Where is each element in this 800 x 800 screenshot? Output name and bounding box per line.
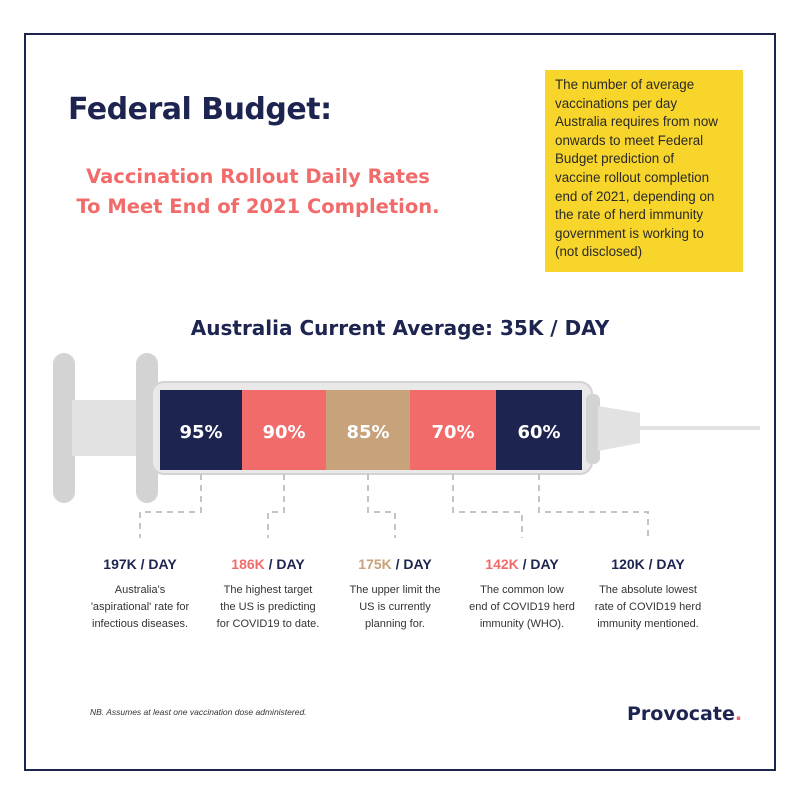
desc-line: The highest target <box>223 584 313 596</box>
subtitle-line-1: Vaccination Rollout Daily Rates <box>86 165 430 188</box>
rate-value: 175K / DAY <box>327 556 463 572</box>
rate-description: Australia's 'aspirational' rate for infe… <box>72 582 208 633</box>
desc-line: rate of COVID19 herd <box>594 601 702 613</box>
desc-line: US is currently <box>359 601 431 613</box>
plunger-rod <box>72 400 142 456</box>
desc-line: infectious diseases. <box>92 618 188 630</box>
rate-column-197k: 197K / DAY Australia's 'aspirational' ra… <box>72 556 208 633</box>
subtitle-line-2: To Meet End of 2021 Completion. <box>76 195 440 218</box>
connector-197k <box>139 474 202 538</box>
syringe-needle <box>640 426 760 430</box>
explanation-note: The number of average vaccinations per d… <box>545 70 743 272</box>
rate-unit: / DAY <box>391 556 432 572</box>
rate-number: 120K <box>611 556 645 572</box>
rate-number: 186K <box>231 556 265 572</box>
note-line: vaccinations per day <box>555 95 678 111</box>
desc-line: for COVID19 to date. <box>216 618 320 630</box>
page-title: Federal Budget: <box>68 92 332 127</box>
rate-value: 142K / DAY <box>454 556 590 572</box>
rate-value: 120K / DAY <box>580 556 716 572</box>
segment-label-60: 60% <box>517 422 560 443</box>
rate-unit: / DAY <box>644 556 685 572</box>
desc-line: 'aspirational' rate for <box>90 601 190 613</box>
desc-line: The upper limit the <box>349 584 441 596</box>
syringe-collar <box>586 394 600 464</box>
brand-name: Provocate <box>627 703 735 725</box>
rate-number: 142K <box>485 556 519 572</box>
segment-60 <box>496 390 582 470</box>
connector-175k <box>367 474 396 538</box>
desc-line: immunity (WHO). <box>479 618 565 630</box>
desc-line: Australia's <box>114 584 166 596</box>
segment-label-85: 85% <box>346 422 389 443</box>
note-line: Australia requires from now <box>555 114 718 130</box>
rate-column-186k: 186K / DAY The highest target the US is … <box>200 556 336 633</box>
desc-line: The common low <box>480 584 564 596</box>
connector-120k <box>538 474 649 538</box>
rate-unit: / DAY <box>136 556 177 572</box>
desc-line: planning for. <box>365 618 425 630</box>
connector-142k <box>452 474 523 538</box>
rate-description: The upper limit the US is currently plan… <box>327 582 463 633</box>
segment-label-95: 95% <box>179 422 222 443</box>
brand-mark: . <box>734 703 743 725</box>
segment-85 <box>326 390 410 470</box>
segment-95 <box>160 390 242 470</box>
rate-value: 197K / DAY <box>72 556 208 572</box>
note-line: Budget prediction of <box>555 151 675 167</box>
note-line: onwards to meet Federal <box>555 132 704 148</box>
footnote: NB. Assumes at least one vaccination dos… <box>90 707 307 717</box>
rate-description: The common low end of COVID19 herd immun… <box>454 582 590 633</box>
brand-logo: Provocate. <box>627 703 742 725</box>
segment-label-90: 90% <box>262 422 305 443</box>
syringe-tip <box>598 406 640 451</box>
current-average-heading: Australia Current Average: 35K / DAY <box>190 316 610 340</box>
desc-line: the US is predicting <box>220 601 316 613</box>
syringe-diagram: 95% 90% 85% 70% 60% <box>53 353 760 538</box>
plunger-handle <box>53 353 75 503</box>
rate-number: 197K <box>103 556 137 572</box>
note-line: (not disclosed) <box>555 244 643 260</box>
note-line: end of 2021, depending on <box>555 188 715 204</box>
rate-description: The highest target the US is predicting … <box>200 582 336 633</box>
segment-label-70: 70% <box>431 422 474 443</box>
note-line: the rate of herd immunity <box>555 207 704 223</box>
note-line: vaccine rollout completion <box>555 169 710 185</box>
rate-column-142k: 142K / DAY The common low end of COVID19… <box>454 556 590 633</box>
subtitle: Vaccination Rollout Daily Rates To Meet … <box>68 162 448 222</box>
desc-line: immunity mentioned. <box>597 618 699 630</box>
rate-column-120k: 120K / DAY The absolute lowest rate of C… <box>580 556 716 633</box>
desc-line: The absolute lowest <box>599 584 697 596</box>
rate-description: The absolute lowest rate of COVID19 herd… <box>580 582 716 633</box>
rate-column-175k: 175K / DAY The upper limit the US is cur… <box>327 556 463 633</box>
note-line: The number of average <box>555 77 695 92</box>
rate-unit: / DAY <box>518 556 559 572</box>
rate-unit: / DAY <box>264 556 305 572</box>
rate-value: 186K / DAY <box>200 556 336 572</box>
segment-70 <box>410 390 496 470</box>
rate-number: 175K <box>358 556 392 572</box>
desc-line: end of COVID19 herd <box>469 601 575 613</box>
connector-186k <box>267 474 285 538</box>
segment-90 <box>242 390 326 470</box>
note-line: government is working to <box>555 225 704 241</box>
